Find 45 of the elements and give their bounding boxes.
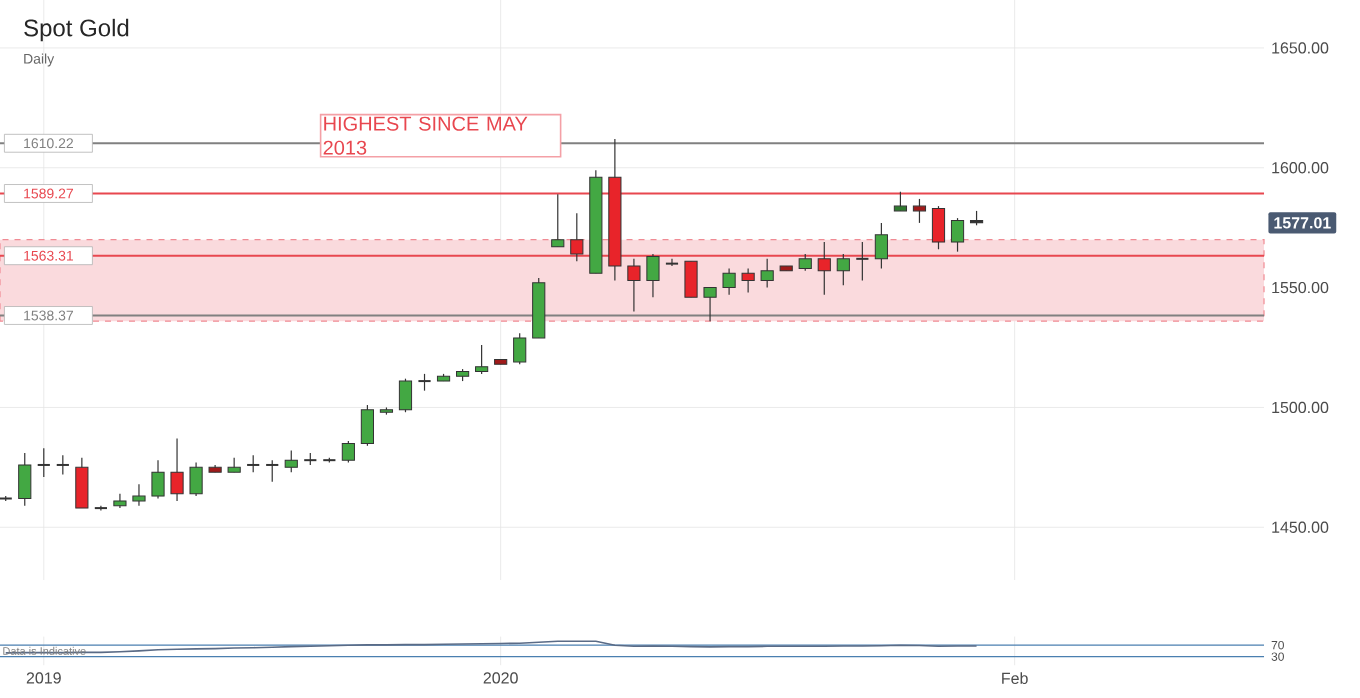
candlestick [36,447,51,478]
annotation: 1577.01 [1274,217,1331,229]
candlestick [627,258,641,313]
x-tick-label: Feb [1002,672,1028,685]
candlestick [113,493,127,509]
x-tick-label: 2019 [26,672,61,684]
candlestick [55,454,70,476]
candlestick [18,452,32,507]
y-tick-label: 1550.00 [1272,281,1329,294]
candlestick [646,253,660,298]
candlestick [398,378,413,413]
candlestick [570,212,584,262]
candlestick [703,287,717,322]
candlestick [874,222,888,270]
text: Spot Gold [24,18,129,42]
candlestick [950,217,965,253]
candlestick [836,253,850,286]
candlestick [931,205,946,250]
candlestick [265,459,280,483]
candlestick [760,258,774,289]
x-tick-label: 2020 [483,672,518,684]
candlestick [189,461,203,497]
candlestick [684,260,698,298]
candlestick [912,198,927,224]
y-tick-label: 1500.00 [1272,401,1329,414]
candlestick [475,344,489,375]
candlestick [284,449,298,473]
y-tick-label: 1600.00 [1272,162,1329,174]
candlestick [741,267,755,293]
candlestick [513,332,527,365]
candlestick [75,457,89,509]
annotation: HIGHEST SINCE MAY 2013 [323,116,528,155]
y-tick-label: 1650.00 [1272,42,1329,54]
candlestick [551,193,565,248]
candlestick [817,241,831,296]
candlestick [855,241,870,282]
candlestick [664,258,680,267]
candlestick [360,404,374,447]
y-tick-label: 1450.00 [1272,521,1329,533]
candlestick [341,440,355,464]
candlestick [132,483,146,507]
candlestick [170,437,184,502]
candlestick [893,191,908,212]
candlestick [722,267,736,296]
candlestick [151,459,165,500]
